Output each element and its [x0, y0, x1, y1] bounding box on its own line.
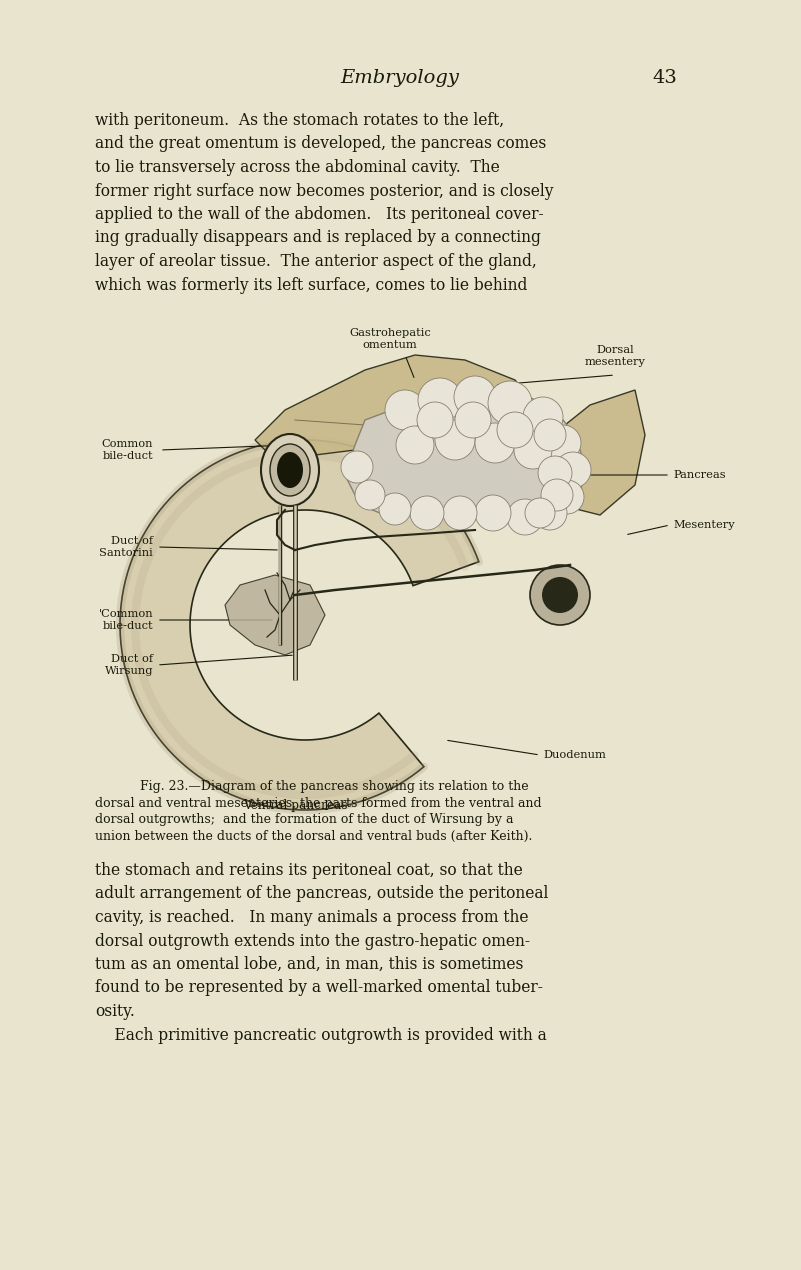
Text: Duct of
Wirsung: Duct of Wirsung: [104, 654, 153, 676]
Ellipse shape: [277, 452, 303, 488]
Circle shape: [418, 378, 462, 422]
Text: found to be represented by a well-marked omental tuber-: found to be represented by a well-marked…: [95, 979, 543, 997]
Text: Common
bile-duct: Common bile-duct: [102, 439, 153, 461]
Circle shape: [341, 451, 373, 483]
Text: osity.: osity.: [95, 1003, 135, 1020]
Text: which was formerly its left surface, comes to lie behind: which was formerly its left surface, com…: [95, 277, 527, 293]
Circle shape: [542, 577, 578, 613]
Circle shape: [523, 398, 563, 437]
Circle shape: [443, 497, 477, 530]
Text: Fig. 23.—Diagram of the pancreas showing its relation to the: Fig. 23.—Diagram of the pancreas showing…: [140, 780, 529, 792]
Text: Gastrohepatic
omentum: Gastrohepatic omentum: [349, 329, 431, 351]
Circle shape: [355, 480, 385, 511]
Text: Embryology: Embryology: [340, 69, 460, 88]
Circle shape: [475, 423, 515, 464]
Circle shape: [541, 479, 573, 511]
Ellipse shape: [270, 444, 310, 497]
Polygon shape: [345, 390, 585, 519]
Text: Each primitive pancreatic outgrowth is provided with a: Each primitive pancreatic outgrowth is p…: [95, 1026, 547, 1044]
Circle shape: [396, 425, 434, 464]
Circle shape: [385, 390, 425, 431]
Circle shape: [435, 420, 475, 460]
Circle shape: [454, 376, 496, 418]
Text: layer of areolar tissue.  The anterior aspect of the gland,: layer of areolar tissue. The anterior as…: [95, 253, 537, 271]
Circle shape: [488, 381, 532, 425]
Text: 43: 43: [653, 69, 678, 88]
Polygon shape: [505, 390, 645, 516]
Circle shape: [545, 425, 581, 461]
Circle shape: [507, 499, 543, 535]
Text: Mesentery: Mesentery: [673, 519, 735, 530]
Text: union between the ducts of the dorsal and ventral buds (after Keith).: union between the ducts of the dorsal an…: [95, 829, 533, 842]
Circle shape: [533, 497, 567, 530]
Text: cavity, is reached.   In many animals a process from the: cavity, is reached. In many animals a pr…: [95, 909, 529, 926]
Text: dorsal outgrowths;  and the formation of the duct of Wirsung by a: dorsal outgrowths; and the formation of …: [95, 813, 513, 826]
Text: Pancreas: Pancreas: [673, 470, 726, 480]
Text: with peritoneum.  As the stomach rotates to the left,: with peritoneum. As the stomach rotates …: [95, 112, 504, 130]
Circle shape: [379, 493, 411, 525]
Circle shape: [525, 498, 555, 528]
Text: dorsal outgrowth extends into the gastro-hepatic omen-: dorsal outgrowth extends into the gastro…: [95, 932, 530, 950]
Text: Duodenum: Duodenum: [543, 751, 606, 759]
Text: ing gradually disappears and is replaced by a connecting: ing gradually disappears and is replaced…: [95, 230, 541, 246]
Ellipse shape: [261, 434, 319, 505]
Text: Dorsal
mesentery: Dorsal mesentery: [585, 345, 646, 367]
Text: tum as an omental lobe, and, in man, this is sometimes: tum as an omental lobe, and, in man, thi…: [95, 956, 523, 973]
Circle shape: [497, 411, 533, 448]
Circle shape: [475, 495, 511, 531]
Text: Duct of
Santorini: Duct of Santorini: [99, 536, 153, 558]
Polygon shape: [120, 439, 479, 810]
Text: to lie transversely across the abdominal cavity.  The: to lie transversely across the abdominal…: [95, 159, 500, 177]
Circle shape: [410, 497, 444, 530]
Text: the stomach and retains its peritoneal coat, so that the: the stomach and retains its peritoneal c…: [95, 862, 523, 879]
Circle shape: [514, 431, 552, 469]
Text: 'Common
bile-duct: 'Common bile-duct: [99, 610, 153, 631]
Circle shape: [550, 480, 584, 514]
Polygon shape: [255, 356, 540, 465]
Text: applied to the wall of the abdomen.   Its peritoneal cover-: applied to the wall of the abdomen. Its …: [95, 206, 544, 224]
Circle shape: [417, 403, 453, 438]
Circle shape: [534, 419, 566, 451]
Circle shape: [455, 403, 491, 438]
Text: adult arrangement of the pancreas, outside the peritoneal: adult arrangement of the pancreas, outsi…: [95, 885, 549, 903]
Circle shape: [530, 565, 590, 625]
Text: and the great omentum is developed, the pancreas comes: and the great omentum is developed, the …: [95, 136, 546, 152]
Text: dorsal and ventral mesenteries, the parts formed from the ventral and: dorsal and ventral mesenteries, the part…: [95, 796, 541, 809]
Circle shape: [538, 456, 572, 490]
Text: Ventral pancreas: Ventral pancreas: [243, 799, 348, 812]
Polygon shape: [225, 575, 325, 655]
Circle shape: [555, 452, 591, 488]
Text: former right surface now becomes posterior, and is closely: former right surface now becomes posteri…: [95, 183, 553, 199]
